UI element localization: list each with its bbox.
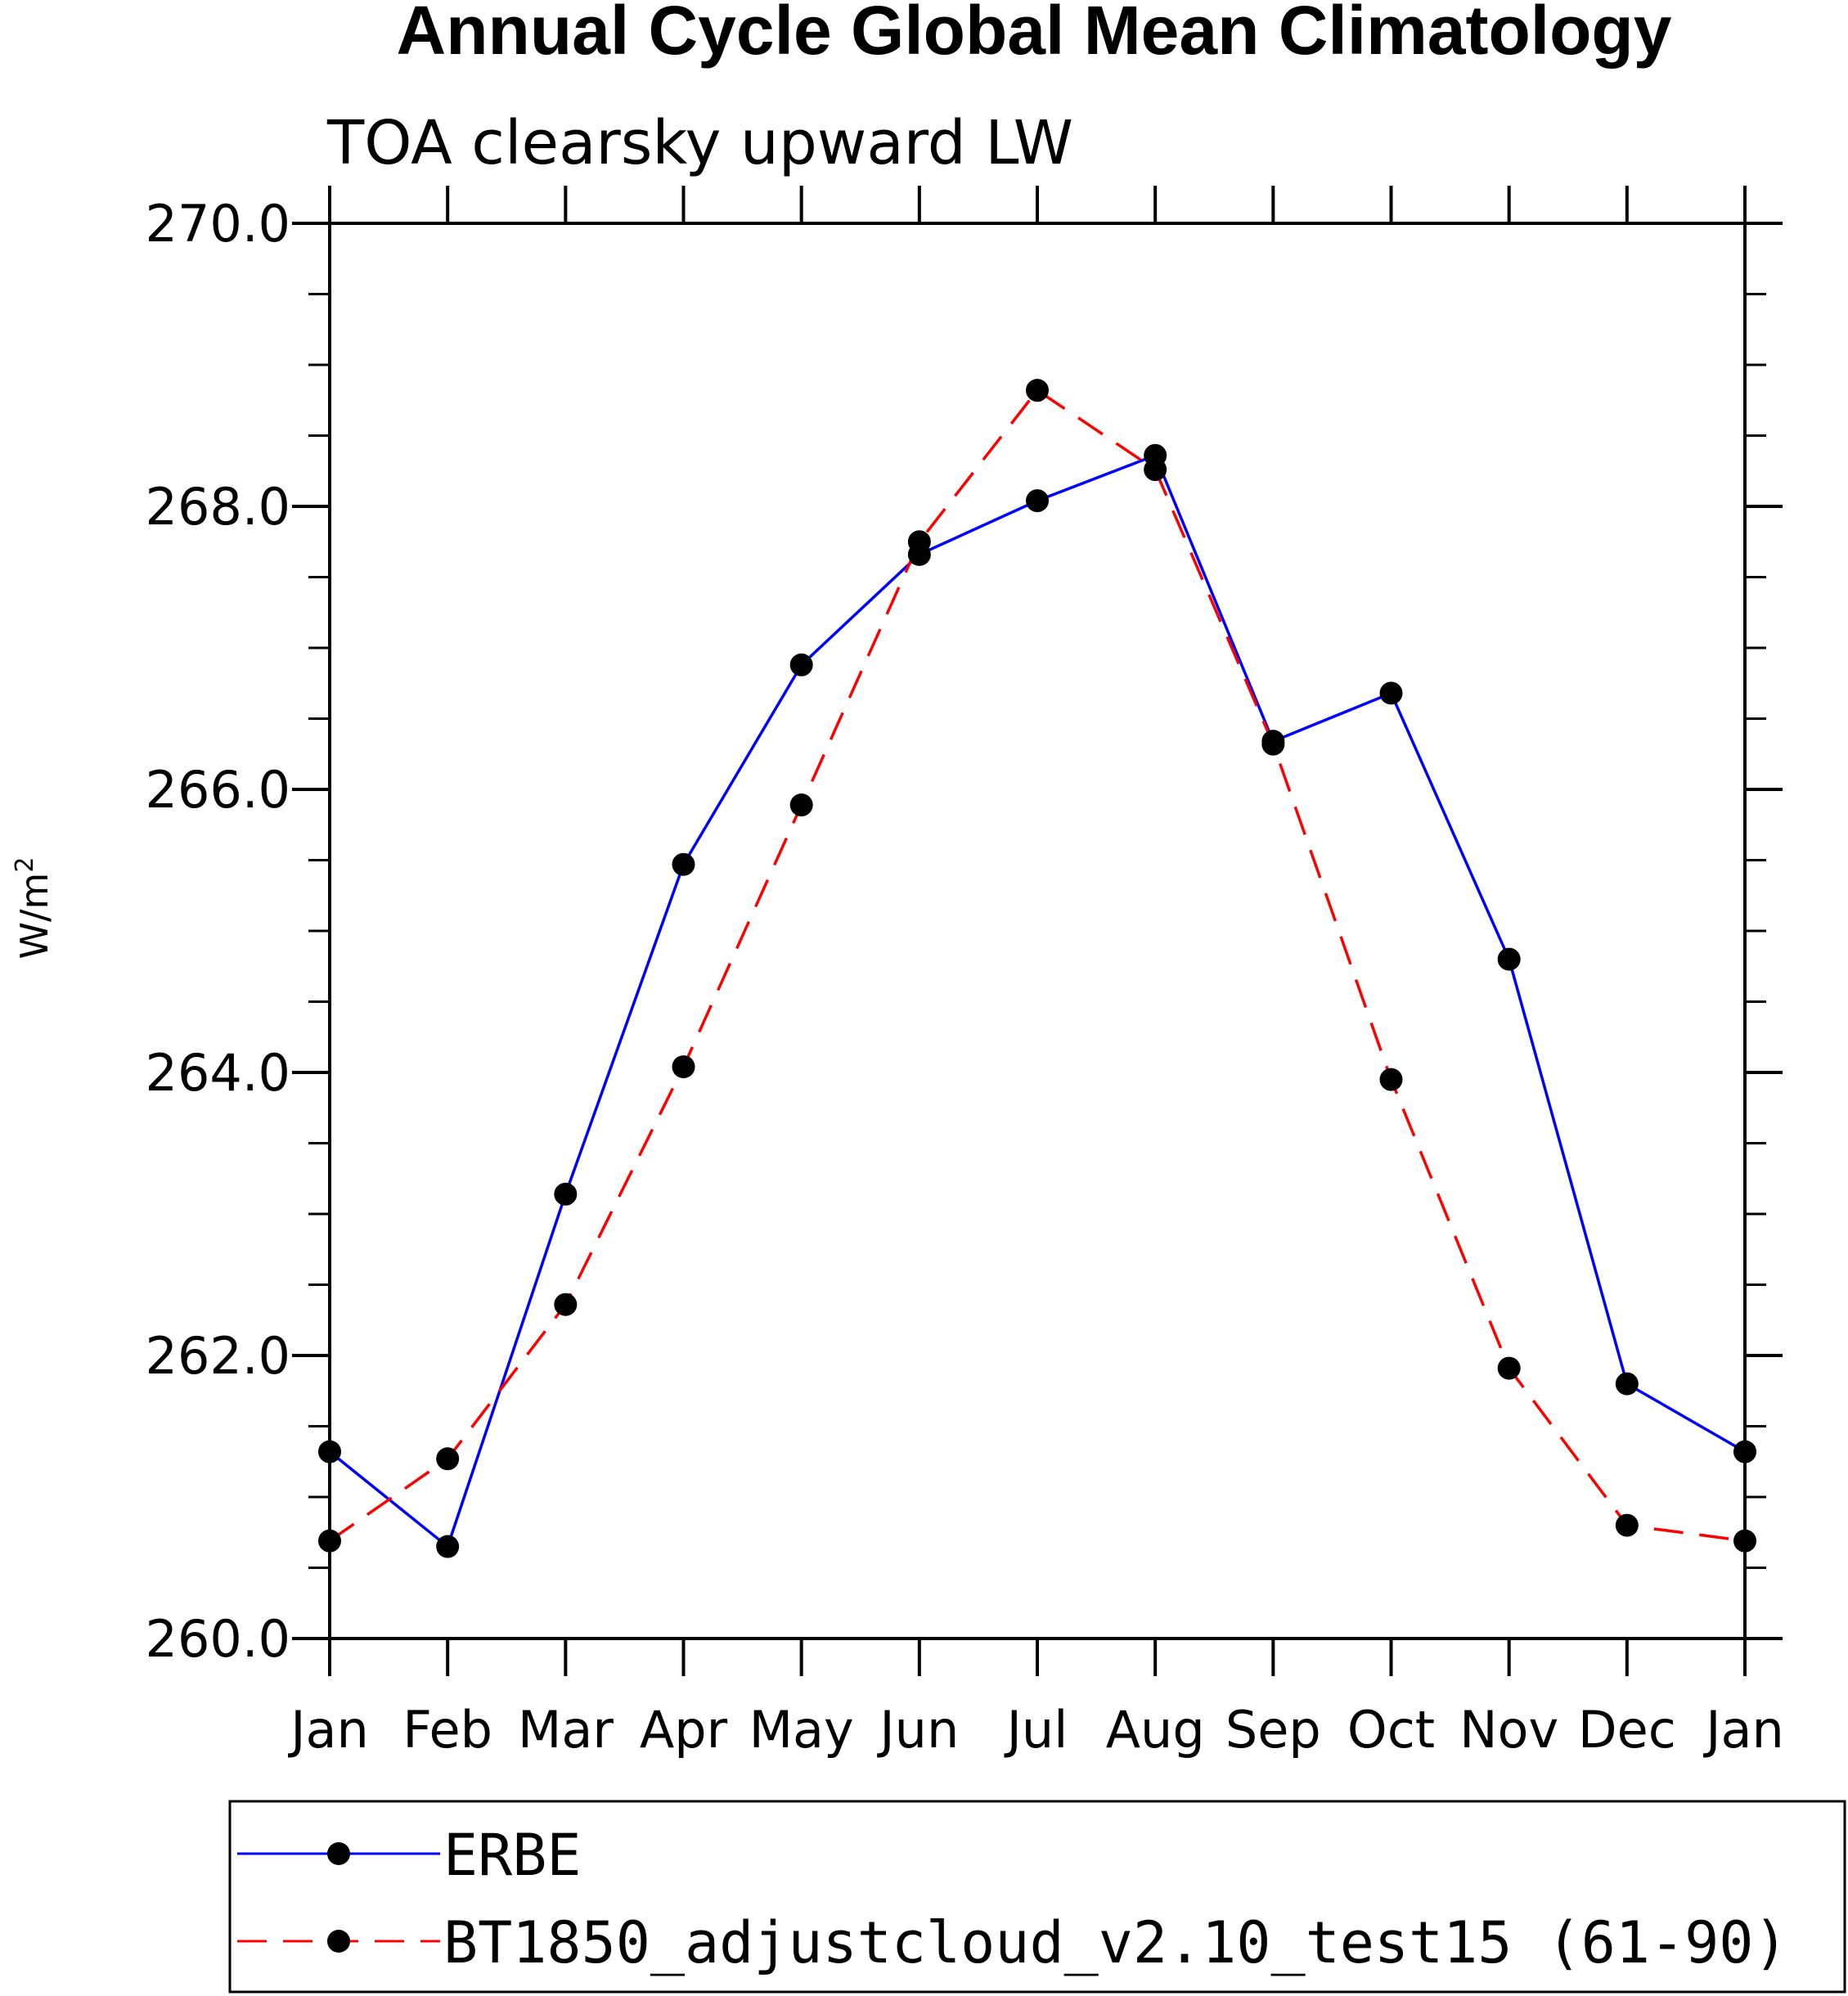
data-point-series-0 xyxy=(1615,1372,1639,1396)
data-point-series-1 xyxy=(318,1529,341,1553)
x-tick-label: Mar xyxy=(518,1700,614,1760)
x-tick-label: Jan xyxy=(1702,1700,1784,1760)
chart-subtitle: TOA clearsky upward LW xyxy=(326,108,1073,178)
x-tick-label: Jul xyxy=(1004,1700,1068,1760)
legend-erbe-marker xyxy=(327,1842,350,1865)
legend-model-label: BT1850_adjustcloud_v2.10_test15 (61-90) xyxy=(443,1909,1788,1976)
y-tick-label: 262.0 xyxy=(146,1326,291,1386)
data-point-series-0 xyxy=(1497,947,1521,971)
data-point-series-1 xyxy=(1026,379,1049,402)
data-point-series-1 xyxy=(789,793,813,817)
x-tick-label: Oct xyxy=(1347,1700,1435,1760)
y-tick-label: 270.0 xyxy=(146,194,291,254)
legend-model-marker xyxy=(327,1930,350,1953)
y-tick-label: 264.0 xyxy=(146,1043,291,1103)
data-point-series-0 xyxy=(1379,681,1403,705)
series-layer xyxy=(318,379,1756,1558)
data-point-series-1 xyxy=(1379,1068,1403,1091)
data-point-series-1 xyxy=(907,530,931,554)
y-axis-label-superscript: 2 xyxy=(11,857,39,873)
x-tick-label: Apr xyxy=(640,1700,728,1760)
y-tick-label: 260.0 xyxy=(146,1609,291,1669)
legend-box xyxy=(228,1800,1846,1994)
x-tick-label: Aug xyxy=(1106,1700,1205,1760)
data-point-series-0 xyxy=(672,852,695,876)
y-axis-label: W/m2 xyxy=(11,857,56,960)
data-point-series-0 xyxy=(1026,489,1049,513)
plot-frame xyxy=(328,222,1747,1640)
y-tick-label: 266.0 xyxy=(146,760,291,820)
y-axis-label-text: W/m xyxy=(12,873,56,960)
x-tick-label: Nov xyxy=(1459,1700,1558,1760)
data-point-series-0 xyxy=(554,1182,578,1206)
series-line-1 xyxy=(329,388,1746,1543)
data-point-series-0 xyxy=(789,653,813,677)
data-point-series-1 xyxy=(672,1055,695,1079)
data-point-series-1 xyxy=(1615,1513,1639,1537)
data-point-series-1 xyxy=(1261,732,1285,756)
data-point-series-1 xyxy=(1733,1529,1756,1553)
data-point-series-1 xyxy=(436,1447,460,1471)
chart-title: Annual Cycle Global Mean Climatology xyxy=(397,0,1672,69)
data-point-series-1 xyxy=(1497,1356,1521,1380)
legend: ERBE BT1850_adjustcloud_v2.10_test15 (61… xyxy=(228,1800,1846,1994)
x-tick-label: Dec xyxy=(1578,1700,1676,1760)
data-point-series-0 xyxy=(1733,1440,1756,1463)
x-tick-label: Jan xyxy=(287,1700,369,1760)
data-point-series-1 xyxy=(554,1292,578,1316)
x-tick-label: Sep xyxy=(1225,1700,1321,1760)
plot-axes: Jan Feb Mar Apr May Jun Jul Aug Sep Oct Nov Dec Jan 2… xyxy=(146,186,1784,1760)
x-tick-label: Jun xyxy=(876,1700,959,1760)
x-tick-label: May xyxy=(749,1700,854,1760)
legend-erbe-label: ERBE xyxy=(443,1822,582,1889)
x-tick-label: Feb xyxy=(402,1700,492,1760)
data-point-series-0 xyxy=(436,1535,460,1558)
data-point-series-1 xyxy=(1144,458,1167,482)
series-line-0 xyxy=(328,453,1746,1549)
y-tick-label: 268.0 xyxy=(146,477,291,537)
data-point-series-0 xyxy=(318,1440,341,1463)
